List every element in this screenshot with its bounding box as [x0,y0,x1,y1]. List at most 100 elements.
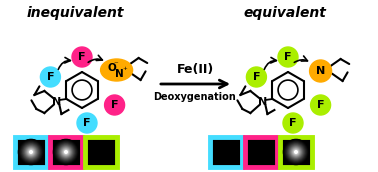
Text: N: N [316,66,325,76]
Circle shape [25,146,37,158]
FancyBboxPatch shape [50,137,82,167]
Text: ⁻: ⁻ [113,61,118,69]
Circle shape [284,140,308,164]
Circle shape [64,150,68,154]
Circle shape [65,151,67,153]
Circle shape [286,142,306,162]
Circle shape [59,144,74,160]
Circle shape [24,145,38,159]
Circle shape [294,150,298,154]
Circle shape [26,147,36,157]
Circle shape [293,149,299,155]
Circle shape [27,148,35,156]
Circle shape [60,146,72,158]
Circle shape [288,144,304,160]
Circle shape [26,147,36,157]
Circle shape [246,67,266,87]
FancyBboxPatch shape [245,137,277,167]
Circle shape [54,140,78,164]
Circle shape [57,143,75,161]
Circle shape [288,144,304,160]
Text: F: F [317,100,324,110]
Circle shape [77,113,97,133]
Circle shape [29,150,33,154]
FancyBboxPatch shape [85,137,117,167]
Circle shape [19,140,43,164]
Circle shape [26,147,36,157]
Circle shape [285,142,307,163]
Circle shape [290,146,302,158]
Circle shape [293,149,299,155]
Circle shape [23,144,39,160]
Circle shape [63,149,69,155]
Circle shape [56,142,76,162]
Circle shape [311,95,331,115]
Text: N: N [52,97,61,107]
Circle shape [283,113,303,133]
Text: Fe(II): Fe(II) [177,63,214,76]
Circle shape [53,139,79,165]
Circle shape [105,95,125,115]
Text: F: F [289,118,297,128]
Circle shape [64,150,68,154]
Circle shape [294,150,298,154]
Circle shape [40,67,60,87]
Circle shape [19,140,43,164]
Circle shape [288,144,304,160]
Circle shape [60,147,71,157]
Circle shape [62,148,70,156]
Text: F: F [46,72,54,82]
Circle shape [278,47,298,67]
Circle shape [292,148,300,156]
Circle shape [28,149,34,154]
Circle shape [285,141,307,163]
Circle shape [28,149,34,155]
FancyBboxPatch shape [280,137,312,167]
FancyBboxPatch shape [15,137,47,167]
Text: equivalent: equivalent [243,6,327,20]
Text: N: N [258,97,267,107]
Circle shape [310,60,332,82]
Text: O: O [107,63,116,73]
Circle shape [64,149,68,154]
Circle shape [285,141,307,163]
Circle shape [284,139,308,165]
Circle shape [19,139,43,165]
Circle shape [289,145,303,159]
Text: N: N [115,69,124,79]
Circle shape [58,144,74,160]
Text: F: F [284,52,292,62]
Circle shape [284,140,308,164]
Circle shape [22,143,40,161]
Circle shape [24,145,38,159]
Circle shape [72,47,92,67]
Circle shape [287,143,305,161]
Circle shape [20,142,42,163]
Circle shape [61,147,71,157]
Circle shape [21,142,41,162]
Circle shape [23,144,39,160]
Circle shape [292,148,300,156]
Text: inequivalent: inequivalent [26,6,124,20]
Circle shape [20,141,42,163]
Circle shape [25,146,37,158]
Circle shape [20,141,42,163]
Circle shape [295,151,297,153]
Ellipse shape [101,59,133,81]
FancyBboxPatch shape [210,137,242,167]
Circle shape [21,142,41,162]
Circle shape [59,145,73,159]
Circle shape [30,151,32,153]
Circle shape [55,141,77,163]
Text: F: F [253,72,260,82]
Circle shape [65,151,67,153]
Circle shape [54,140,78,164]
Circle shape [22,143,40,161]
Text: F: F [78,52,86,62]
Circle shape [57,144,74,160]
Circle shape [63,149,69,155]
Circle shape [61,147,71,157]
Text: ⁺: ⁺ [122,67,127,76]
Circle shape [27,148,35,156]
Circle shape [57,143,75,161]
